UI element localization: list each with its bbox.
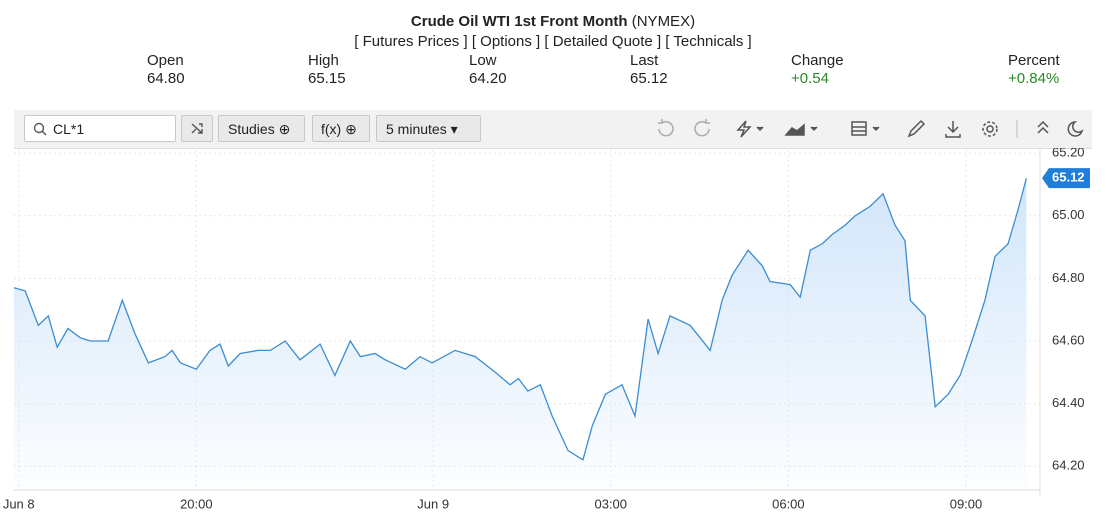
draw-icon[interactable] [907,119,926,138]
link[interactable]: [ Futures Prices ] [354,33,468,50]
x-tick-label: 20:00 [180,496,213,511]
toolbar: CL*1 Studies ⊕ f(x) ⊕ 5 minutes ▾ [14,110,1092,149]
area [14,178,1027,490]
exchange: (NYMEX) [631,13,696,30]
x-tick-label: Jun 9 [417,496,449,511]
quote-label: Low [469,52,497,69]
x-tick-label: Jun 8 [3,496,35,511]
redo-icon[interactable] [694,119,710,137]
y-tick-label: 65.20 [1052,148,1085,160]
flash-icon[interactable] [736,120,752,138]
y-tick-label: 64.80 [1052,270,1085,285]
button-label: 5 minutes [386,121,447,137]
undo-icon[interactable] [658,119,674,137]
symbol: CL*1 [53,121,85,137]
link[interactable]: [ Technicals ] [665,33,752,50]
toolbar-icons [658,119,1084,138]
chart-type-icon[interactable] [784,123,805,136]
theme-icon[interactable] [1067,121,1084,137]
button-label: Studies [228,121,275,137]
last-price-badge [1042,168,1090,189]
quote-value: 65.15 [308,70,346,87]
quote-label: Last [630,52,659,69]
quote-value: 65.12 [630,70,668,87]
studies-button[interactable]: Studies ⊕ [218,115,305,142]
quote-label: Percent [1008,52,1060,69]
title: Crude Oil WTI 1st Front Month [410,13,628,30]
fx-button[interactable]: f(x) ⊕ [312,115,370,142]
layout-icon[interactable] [851,121,867,136]
collapse-icon[interactable] [1037,120,1049,134]
settings-icon[interactable] [986,125,994,133]
quote-value: +0.84% [1008,70,1060,87]
download-icon[interactable] [945,121,961,138]
chart: 64.20 64.40 64.60 64.80 65.00 65.20 Jun 8 20:00… [3,148,1090,511]
y-tick-label: 64.60 [1052,332,1085,347]
links: [ Futures Prices ] [ Options ] [ Detaile… [0,33,1106,50]
quote-value: 64.80 [147,70,185,87]
line [13,178,1028,461]
y-tick-label: 64.40 [1052,395,1085,410]
last-price-label: 65.12 [1052,170,1085,185]
shuffle-button[interactable] [181,115,213,142]
x-tick-label: 09:00 [950,496,983,511]
quote-value: +0.54 [791,70,829,87]
y-tick-label: 64.20 [1052,458,1085,473]
link[interactable]: [ Detailed Quote ] [544,33,662,50]
x-tick-label: 03:00 [594,496,627,511]
search-icon [33,122,47,136]
interval-button[interactable]: 5 minutes ▾ [376,115,481,142]
shuffle-icon [191,123,203,134]
quote-value: 64.20 [469,70,507,87]
symbol-search[interactable]: CL*1 [24,115,176,142]
quote-label: Open [147,52,184,69]
link[interactable]: [ Options ] [471,33,541,50]
x-tick-label: 06:00 [772,496,805,511]
quote-label: High [308,52,339,69]
button-label: f(x) [321,121,342,137]
title-row: Crude Oil WTI 1st Front Month (NYMEX) [0,13,1106,30]
y-tick-label: 65.00 [1052,207,1085,222]
quote-label: Change [791,52,844,69]
